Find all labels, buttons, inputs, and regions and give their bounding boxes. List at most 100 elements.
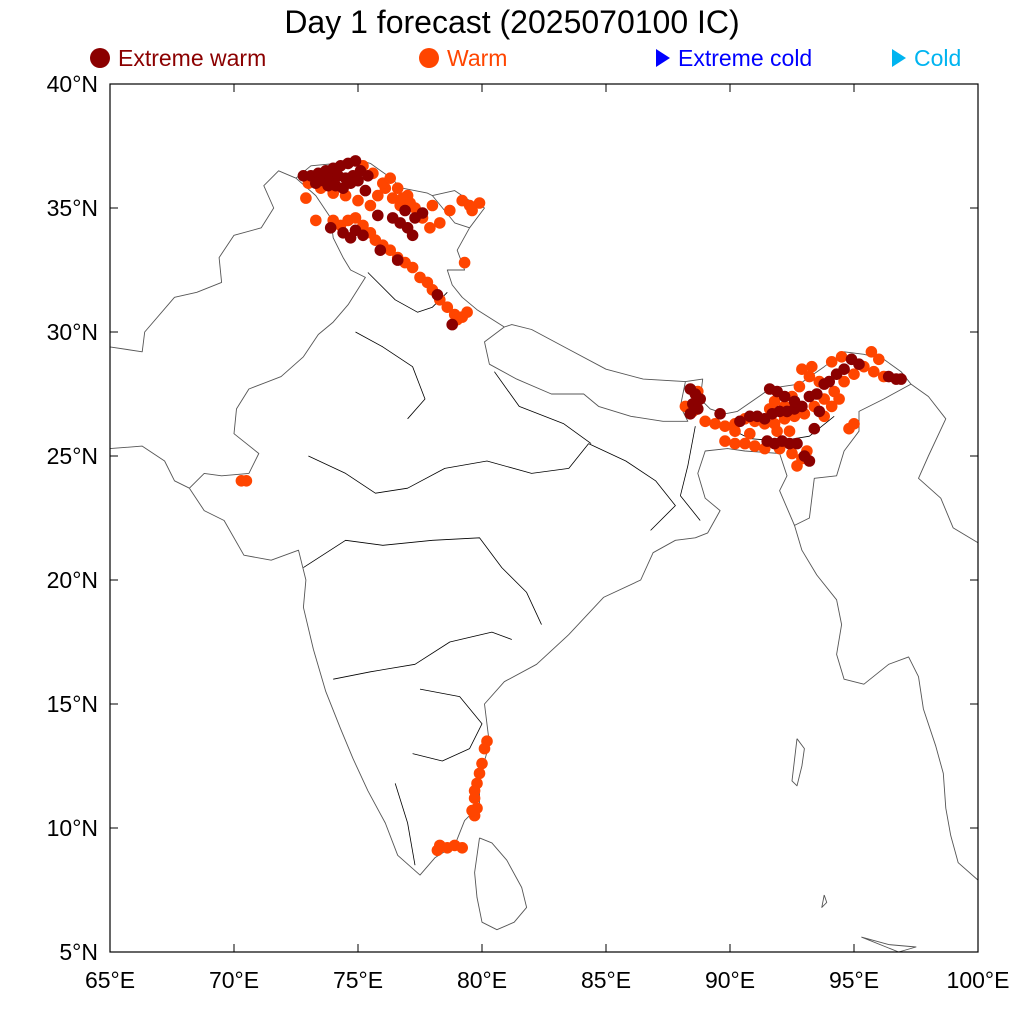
coastline-segment — [794, 525, 979, 881]
state-boundary — [588, 443, 676, 531]
warm-point — [873, 353, 885, 366]
warm-point — [473, 197, 486, 209]
warm-point — [478, 742, 491, 755]
state-boundary — [333, 631, 512, 680]
x-tick-label: 80°E — [457, 967, 507, 993]
legend-item-extreme-cold: Extreme cold — [656, 44, 812, 72]
extreme-warm-point — [416, 207, 429, 219]
warm-point — [833, 393, 845, 405]
extreme-warm-point — [895, 373, 907, 385]
extreme-warm-point — [811, 388, 823, 400]
warm-point — [825, 400, 838, 413]
warm-point — [793, 380, 806, 393]
warm-point — [868, 365, 880, 378]
warm-point — [466, 804, 478, 817]
extreme-warm-point — [791, 437, 803, 450]
warm-point — [310, 214, 322, 227]
warm-point — [468, 792, 481, 804]
extreme-warm-point — [796, 400, 808, 413]
state-boundary — [412, 688, 483, 762]
x-tick-label: 75°E — [333, 967, 383, 993]
extreme-warm-point — [813, 405, 826, 418]
x-tick-label: 70°E — [209, 967, 259, 993]
warm-point — [426, 199, 439, 212]
warm-point — [719, 420, 731, 433]
warm-point — [729, 425, 741, 438]
extreme-warm-point — [362, 170, 374, 182]
warm-point — [848, 368, 860, 381]
legend-triangle-icon — [656, 49, 670, 67]
x-tick-label: 90°E — [705, 967, 755, 993]
warm-point — [386, 192, 399, 204]
warm-point — [431, 844, 444, 857]
y-tick-label: 5°N — [59, 939, 98, 965]
legend-circle-icon — [419, 48, 439, 68]
warm-point — [384, 172, 397, 184]
warm-point — [739, 437, 751, 450]
warm-point — [384, 244, 397, 256]
legend-label: Cold — [914, 44, 962, 71]
extreme-warm-point — [399, 204, 411, 217]
legend-item-extreme-warm: Extreme warm — [90, 44, 266, 72]
legend-item-cold: Cold — [892, 44, 961, 72]
x-tick-label: 95°E — [829, 967, 879, 993]
y-tick-label: 20°N — [47, 567, 98, 593]
extreme-warm-point — [803, 455, 816, 467]
extreme-warm-point — [684, 408, 697, 420]
extreme-warm-point — [431, 289, 444, 301]
extreme-warm-point — [714, 408, 726, 420]
warm-point — [719, 435, 731, 447]
y-tick-label: 25°N — [47, 443, 98, 469]
legend-label: Extreme warm — [118, 44, 267, 71]
y-tick-label: 30°N — [47, 319, 98, 345]
warm-point — [803, 370, 816, 383]
warm-point — [835, 351, 848, 363]
extreme-warm-point — [391, 254, 404, 266]
warm-point — [699, 415, 711, 428]
extreme-warm-point — [349, 155, 362, 167]
extreme-warm-point — [446, 318, 459, 331]
extreme-warm-point — [372, 209, 384, 222]
warm-point — [461, 306, 473, 319]
warm-point — [444, 204, 456, 217]
warm-point — [783, 425, 796, 438]
state-boundary — [355, 331, 426, 420]
legend-label: Warm — [447, 44, 508, 71]
warm-point — [838, 375, 850, 388]
warm-point — [796, 363, 808, 376]
warm-point — [458, 256, 471, 269]
warm-point — [456, 194, 469, 207]
warm-point — [240, 475, 253, 487]
warm-point — [476, 757, 488, 770]
warm-point — [391, 182, 404, 194]
warm-point — [424, 222, 436, 234]
coastline-segment — [109, 170, 297, 353]
warm-point — [473, 767, 486, 780]
warm-point — [434, 217, 446, 229]
y-tick-label: 40°N — [47, 71, 98, 97]
extreme-warm-point — [808, 422, 821, 435]
state-boundary — [680, 426, 701, 521]
warm-point — [786, 447, 798, 460]
extreme-warm-point — [853, 358, 865, 371]
warm-point — [848, 418, 860, 430]
axis-ticks: 65°E 70°E 75°E 80°E 85°E 90°E 95°E 100°E 40°N 35°… — [47, 71, 1010, 993]
coastline-segment — [189, 157, 912, 876]
coastline-segment — [474, 837, 528, 931]
state-boundary — [308, 443, 589, 494]
y-tick-label: 15°N — [47, 691, 98, 717]
y-tick-label: 35°N — [47, 195, 98, 221]
extreme-warm-point — [778, 390, 791, 403]
extreme-warm-point — [838, 363, 850, 376]
extreme-warm-point — [359, 184, 372, 197]
coastline-segment — [791, 738, 805, 787]
warm-point — [349, 212, 362, 224]
extreme-warm-point — [324, 222, 337, 234]
warm-point — [352, 194, 364, 207]
legend-item-warm: Warm — [419, 44, 507, 72]
warm-point — [709, 418, 721, 430]
warm-point — [729, 437, 741, 450]
coastline-outline — [109, 157, 979, 953]
x-tick-label: 65°E — [85, 967, 135, 993]
